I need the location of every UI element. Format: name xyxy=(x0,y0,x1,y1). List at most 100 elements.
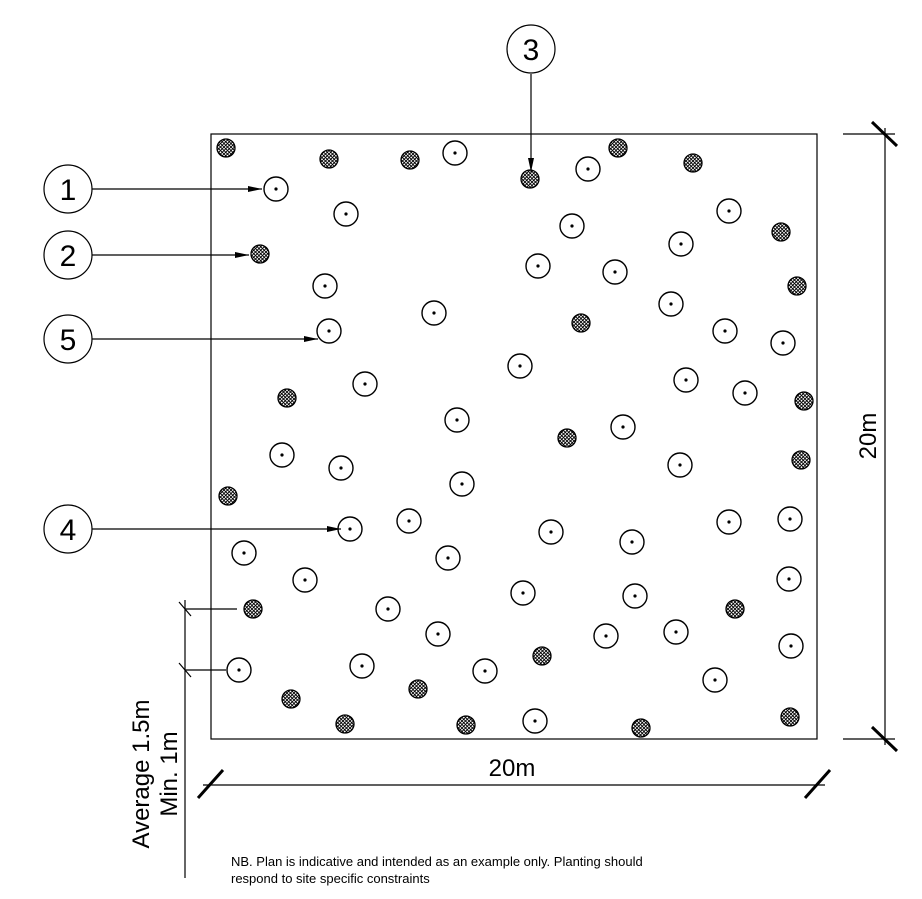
spacing-average-label: Average 1.5m xyxy=(128,700,155,849)
hatched-shrub-symbol xyxy=(557,428,577,448)
hatched-shrub-symbol xyxy=(218,486,238,506)
tree-centre-dot xyxy=(460,482,464,486)
height-tick-bottom xyxy=(870,725,899,753)
tree-centre-dot xyxy=(684,378,688,382)
tree-centre-dot xyxy=(787,577,791,581)
height-dimension-label: 20m xyxy=(855,413,882,460)
tree-centre-dot xyxy=(432,311,436,315)
tree-centre-dot xyxy=(674,630,678,634)
callout-1-bubble xyxy=(43,164,93,214)
tree-centre-dot xyxy=(483,669,487,673)
tree-centre-dot xyxy=(621,425,625,429)
tree-centre-dot xyxy=(453,151,457,155)
tree-centre-dot xyxy=(536,264,540,268)
tree-centre-dot xyxy=(630,540,634,544)
tree-centre-dot xyxy=(633,594,637,598)
spacing-tick-bottom xyxy=(178,662,192,678)
tree-centre-dot xyxy=(743,391,747,395)
callout-5-bubble xyxy=(43,314,93,364)
plot-boundary xyxy=(210,133,818,740)
tree-centre-dot xyxy=(586,167,590,171)
tree-centre-dot xyxy=(781,341,785,345)
hatched-shrub-symbol xyxy=(400,150,420,170)
hatched-shrub-symbol xyxy=(631,718,651,738)
tree-centre-dot xyxy=(788,517,792,521)
callout-2-number: 2 xyxy=(60,240,77,273)
callout-leaders xyxy=(92,74,534,532)
tree-centre-dot xyxy=(339,466,343,470)
hatched-shrub-symbol xyxy=(683,153,703,173)
tree-centre-dot xyxy=(518,364,522,368)
spacing-tick-top xyxy=(178,601,192,617)
hatched-shrub-symbol xyxy=(520,169,540,189)
hatched-shrub-symbol xyxy=(250,244,270,264)
tree-centre-dot xyxy=(613,270,617,274)
tree-centre-dot xyxy=(604,634,608,638)
callout-3-number: 3 xyxy=(523,34,540,67)
spacing-min-label: Min. 1m xyxy=(156,731,183,816)
height-dimension xyxy=(843,120,899,753)
callout-2-bubble xyxy=(43,230,93,280)
callout-5-number: 5 xyxy=(60,324,77,357)
tree-centre-dot xyxy=(679,242,683,246)
callout-5: 5 xyxy=(43,314,93,364)
hatched-shrub-symbol xyxy=(780,707,800,727)
tree-centre-dot xyxy=(407,519,411,523)
tree-centre-dot xyxy=(274,187,278,191)
hatched-shrub-symbol xyxy=(277,388,297,408)
height-tick-top xyxy=(870,120,899,148)
callout-1: 1 xyxy=(43,164,93,214)
hatched-shrub-symbol xyxy=(725,599,745,619)
tree-centre-dot xyxy=(549,530,553,534)
note-line-2: respond to site specific constraints xyxy=(231,871,430,886)
tree-centre-dot xyxy=(446,556,450,560)
tree-centre-dot xyxy=(327,329,331,333)
hatched-shrub-symbol xyxy=(571,313,591,333)
callout-4-bubble xyxy=(43,504,93,554)
hatched-shrub-symbol xyxy=(794,391,814,411)
callout-1-number: 1 xyxy=(60,174,77,207)
hatched-shrub-symbol xyxy=(408,679,428,699)
tree-centre-dot xyxy=(363,382,367,386)
hatched-shrub-symbol xyxy=(771,222,791,242)
hatched-shrub-symbol xyxy=(281,689,301,709)
tree-centre-dot xyxy=(723,329,727,333)
tree-centre-dot xyxy=(455,418,459,422)
tree-centre-dot xyxy=(303,578,307,582)
note-line-1: NB. Plan is indicative and intended as a… xyxy=(231,854,643,869)
callout-4: 4 xyxy=(43,504,93,554)
tree-centre-dot xyxy=(727,209,731,213)
hatched-shrub-symbol xyxy=(608,138,628,158)
hatched-shrub-symbol xyxy=(791,450,811,470)
tree-centre-dot xyxy=(669,302,673,306)
width-dimension-label: 20m xyxy=(489,755,536,782)
tree-centre-dot xyxy=(242,551,246,555)
hatched-shrub-symbol xyxy=(319,149,339,169)
hatched-shrub-symbol xyxy=(532,646,552,666)
hatched-shrub-symbol xyxy=(335,714,355,734)
tree-centre-dot xyxy=(323,284,327,288)
tree-centre-dot xyxy=(360,664,364,668)
hatched-shrub-symbol xyxy=(456,715,476,735)
tree-centre-dot xyxy=(521,591,525,595)
tree-centre-dot xyxy=(237,668,241,672)
tree-centre-dot xyxy=(344,212,348,216)
spacing-dimension xyxy=(178,600,237,878)
tree-centre-dot xyxy=(436,632,440,636)
tree-centre-dot xyxy=(348,527,352,531)
callout-3-bubble xyxy=(506,24,556,74)
tree-centre-dot xyxy=(678,463,682,467)
hatched-shrub-symbol xyxy=(216,138,236,158)
tree-centre-dot xyxy=(727,520,731,524)
tree-centre-dot xyxy=(570,224,574,228)
callout-4-number: 4 xyxy=(60,514,77,547)
callout-3: 3 xyxy=(506,24,556,74)
hatched-shrub-symbol xyxy=(787,276,807,296)
hatched-shrub-symbol xyxy=(243,599,263,619)
callout-2: 2 xyxy=(43,230,93,280)
width-dimension xyxy=(196,769,832,799)
planting-symbols xyxy=(216,138,814,738)
tree-centre-dot xyxy=(533,719,537,723)
width-tick-left xyxy=(196,769,225,799)
